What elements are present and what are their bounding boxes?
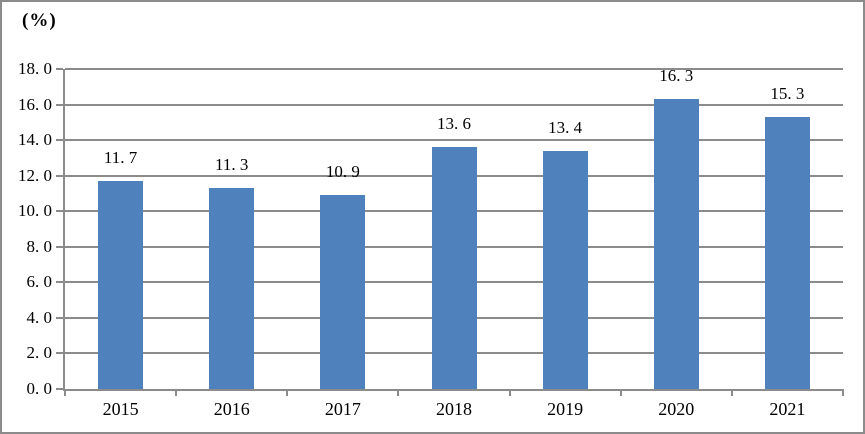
y-axis-tick-label: 6. 0 (26, 272, 53, 292)
x-axis-tick (619, 389, 622, 396)
gridline (65, 139, 843, 142)
x-axis-label-2020: 2020 (658, 399, 695, 419)
x-axis-label-2021: 2021 (769, 399, 806, 419)
y-axis-tick (56, 352, 63, 355)
y-axis-tick-label: 0. 0 (26, 379, 53, 398)
y-axis-tick (56, 103, 63, 106)
x-axis-label-2015: 2015 (102, 399, 139, 419)
bar-2017 (320, 195, 366, 389)
data-label-2015: 11. 7 (103, 148, 138, 167)
x-axis-tick (64, 389, 66, 396)
y-axis-tick-label: 4. 0 (26, 307, 53, 327)
data-label-2019: 13. 4 (548, 117, 583, 137)
y-axis-tick (56, 388, 63, 390)
gridline (65, 68, 843, 70)
x-axis-label-2016: 2016 (213, 399, 250, 419)
x-axis-label-2018: 2018 (435, 399, 472, 419)
x-axis-label-2017: 2017 (324, 399, 361, 419)
y-axis-tick (56, 316, 63, 319)
x-axis-tick (508, 389, 511, 396)
y-axis-tick (56, 139, 63, 142)
bar-2019 (542, 150, 588, 389)
y-axis-tick-label: 14. 0 (18, 130, 52, 150)
data-label-2018: 13. 6 (436, 114, 471, 134)
y-axis-tick (56, 68, 63, 70)
data-label-2017: 10. 9 (325, 162, 360, 182)
y-axis-tick (56, 210, 63, 213)
data-label-2016: 11. 3 (215, 155, 249, 175)
y-axis-tick-label: 18. 0 (18, 59, 52, 78)
bar-2016 (209, 188, 255, 389)
y-axis-tick-label: 8. 0 (26, 236, 53, 256)
bar-2020 (653, 99, 699, 389)
x-axis-label-2019: 2019 (547, 399, 584, 419)
bar-2021 (764, 117, 810, 389)
x-axis-tick (730, 389, 733, 396)
gridline (65, 103, 843, 106)
bar-2015 (98, 181, 144, 389)
data-label-2020: 16. 3 (659, 66, 694, 86)
x-axis-tick (175, 389, 178, 396)
bar-2018 (431, 147, 477, 389)
y-axis-tick-label: 10. 0 (18, 201, 52, 221)
y-axis-tick (56, 174, 63, 177)
y-axis-tick (56, 245, 63, 248)
y-axis-tick (56, 281, 63, 284)
y-axis-tick-label: 2. 0 (26, 343, 53, 363)
y-axis-tick-label: 16. 0 (18, 94, 52, 114)
x-axis-tick (286, 389, 289, 396)
x-axis-tick (397, 389, 400, 396)
y-axis-tick-label: 12. 0 (18, 165, 52, 185)
x-axis-tick (842, 389, 844, 396)
y-axis-unit-label: (%) (22, 10, 57, 31)
data-label-2021: 15. 3 (770, 84, 805, 103)
